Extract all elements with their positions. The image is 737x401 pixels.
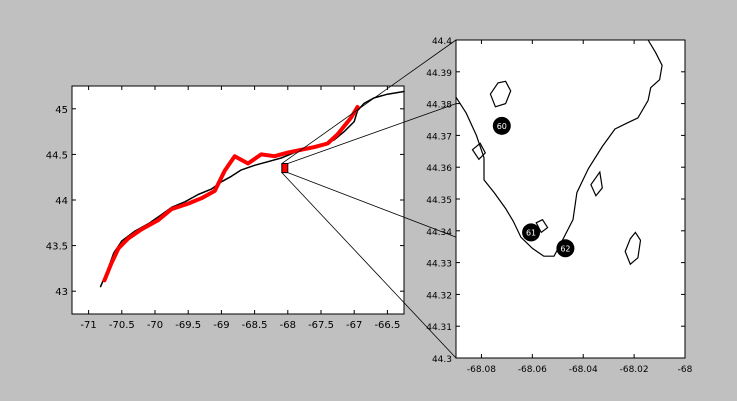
station-marker-62 — [556, 239, 575, 258]
zoom-y-tick-label: 44.3 — [432, 355, 452, 365]
overview-zoom-box — [281, 163, 289, 174]
zoom-y-tick-label: 44.34 — [426, 228, 452, 238]
overview-x-tick-label: -71 — [80, 320, 96, 331]
zoom-connector-line — [281, 39, 457, 164]
zoom-island — [489, 80, 512, 108]
overview-y-tick-label: 44.5 — [46, 150, 68, 161]
overview-map-axes: -71 -70.5 -70 -69.5 -69 -68.5 -68 -67.5 -67 -66.5… — [46, 85, 405, 331]
overview-x-tick-label: -68 — [280, 320, 296, 331]
zoom-coastline — [455, 39, 663, 257]
zoom-connector-lines — [281, 39, 457, 359]
overview-x-tick-label: -69 — [213, 320, 229, 331]
zoom-x-tick-label: -68.06 — [518, 365, 547, 375]
zoom-x-tick-label: -68.02 — [620, 365, 649, 375]
overview-y-tick-label: 44 — [55, 196, 68, 207]
overview-highlighted-coast — [102, 105, 360, 283]
zoom-island — [471, 142, 487, 161]
overview-y-tick-label: 43.5 — [46, 242, 68, 253]
zoom-y-tick-label: 44.4 — [432, 37, 452, 47]
zoom-y-tick-label: 44.32 — [426, 291, 452, 301]
overview-x-tick-label: -67 — [346, 320, 362, 331]
zoom-x-tick-label: -68.04 — [569, 365, 598, 375]
zoom-y-tick-label: 44.35 — [426, 196, 452, 206]
zoom-connector-line — [287, 172, 457, 238]
overview-x-tick-label: -70.5 — [109, 320, 135, 331]
zoom-plot-area — [455, 39, 686, 359]
overview-x-tick-label: -68.5 — [242, 320, 268, 331]
zoom-y-tick-label: 44.33 — [426, 260, 452, 270]
overview-plot-area — [71, 85, 405, 315]
zoom-y-tick-label: 44.36 — [426, 164, 452, 174]
overview-x-tick-label: -66.5 — [374, 320, 400, 331]
zoom-connector-line — [287, 103, 457, 164]
overview-y-tick-label: 45 — [55, 105, 68, 116]
zoom-island — [624, 231, 642, 266]
station-label-62: 62 — [560, 244, 570, 253]
zoom-x-tick-label: -68.08 — [467, 365, 496, 375]
zoom-island — [535, 218, 549, 234]
zoom-y-tick-label: 44.38 — [426, 101, 452, 111]
zoom-connector-line — [281, 172, 457, 359]
zoom-x-tick-label: -68 — [678, 365, 693, 375]
zoom-map-axes: -68.08 -68.06 -68.04 -68.02 -68 44.3 44.31 44.3… — [426, 37, 692, 375]
station-label-60: 60 — [497, 122, 507, 131]
overview-x-tick-label: -69.5 — [175, 320, 201, 331]
zoom-island — [590, 170, 603, 197]
station-marker-60 — [492, 116, 511, 135]
overview-y-tick-label: 43 — [55, 287, 68, 298]
station-marker-61 — [522, 223, 541, 242]
station-label-61: 61 — [526, 228, 536, 237]
zoom-y-tick-label: 44.39 — [426, 69, 452, 79]
overview-x-tick-label: -67.5 — [308, 320, 334, 331]
zoom-y-tick-label: 44.37 — [426, 132, 452, 142]
zoom-y-tick-label: 44.31 — [426, 323, 452, 333]
overview-x-tick-label: -70 — [147, 320, 163, 331]
